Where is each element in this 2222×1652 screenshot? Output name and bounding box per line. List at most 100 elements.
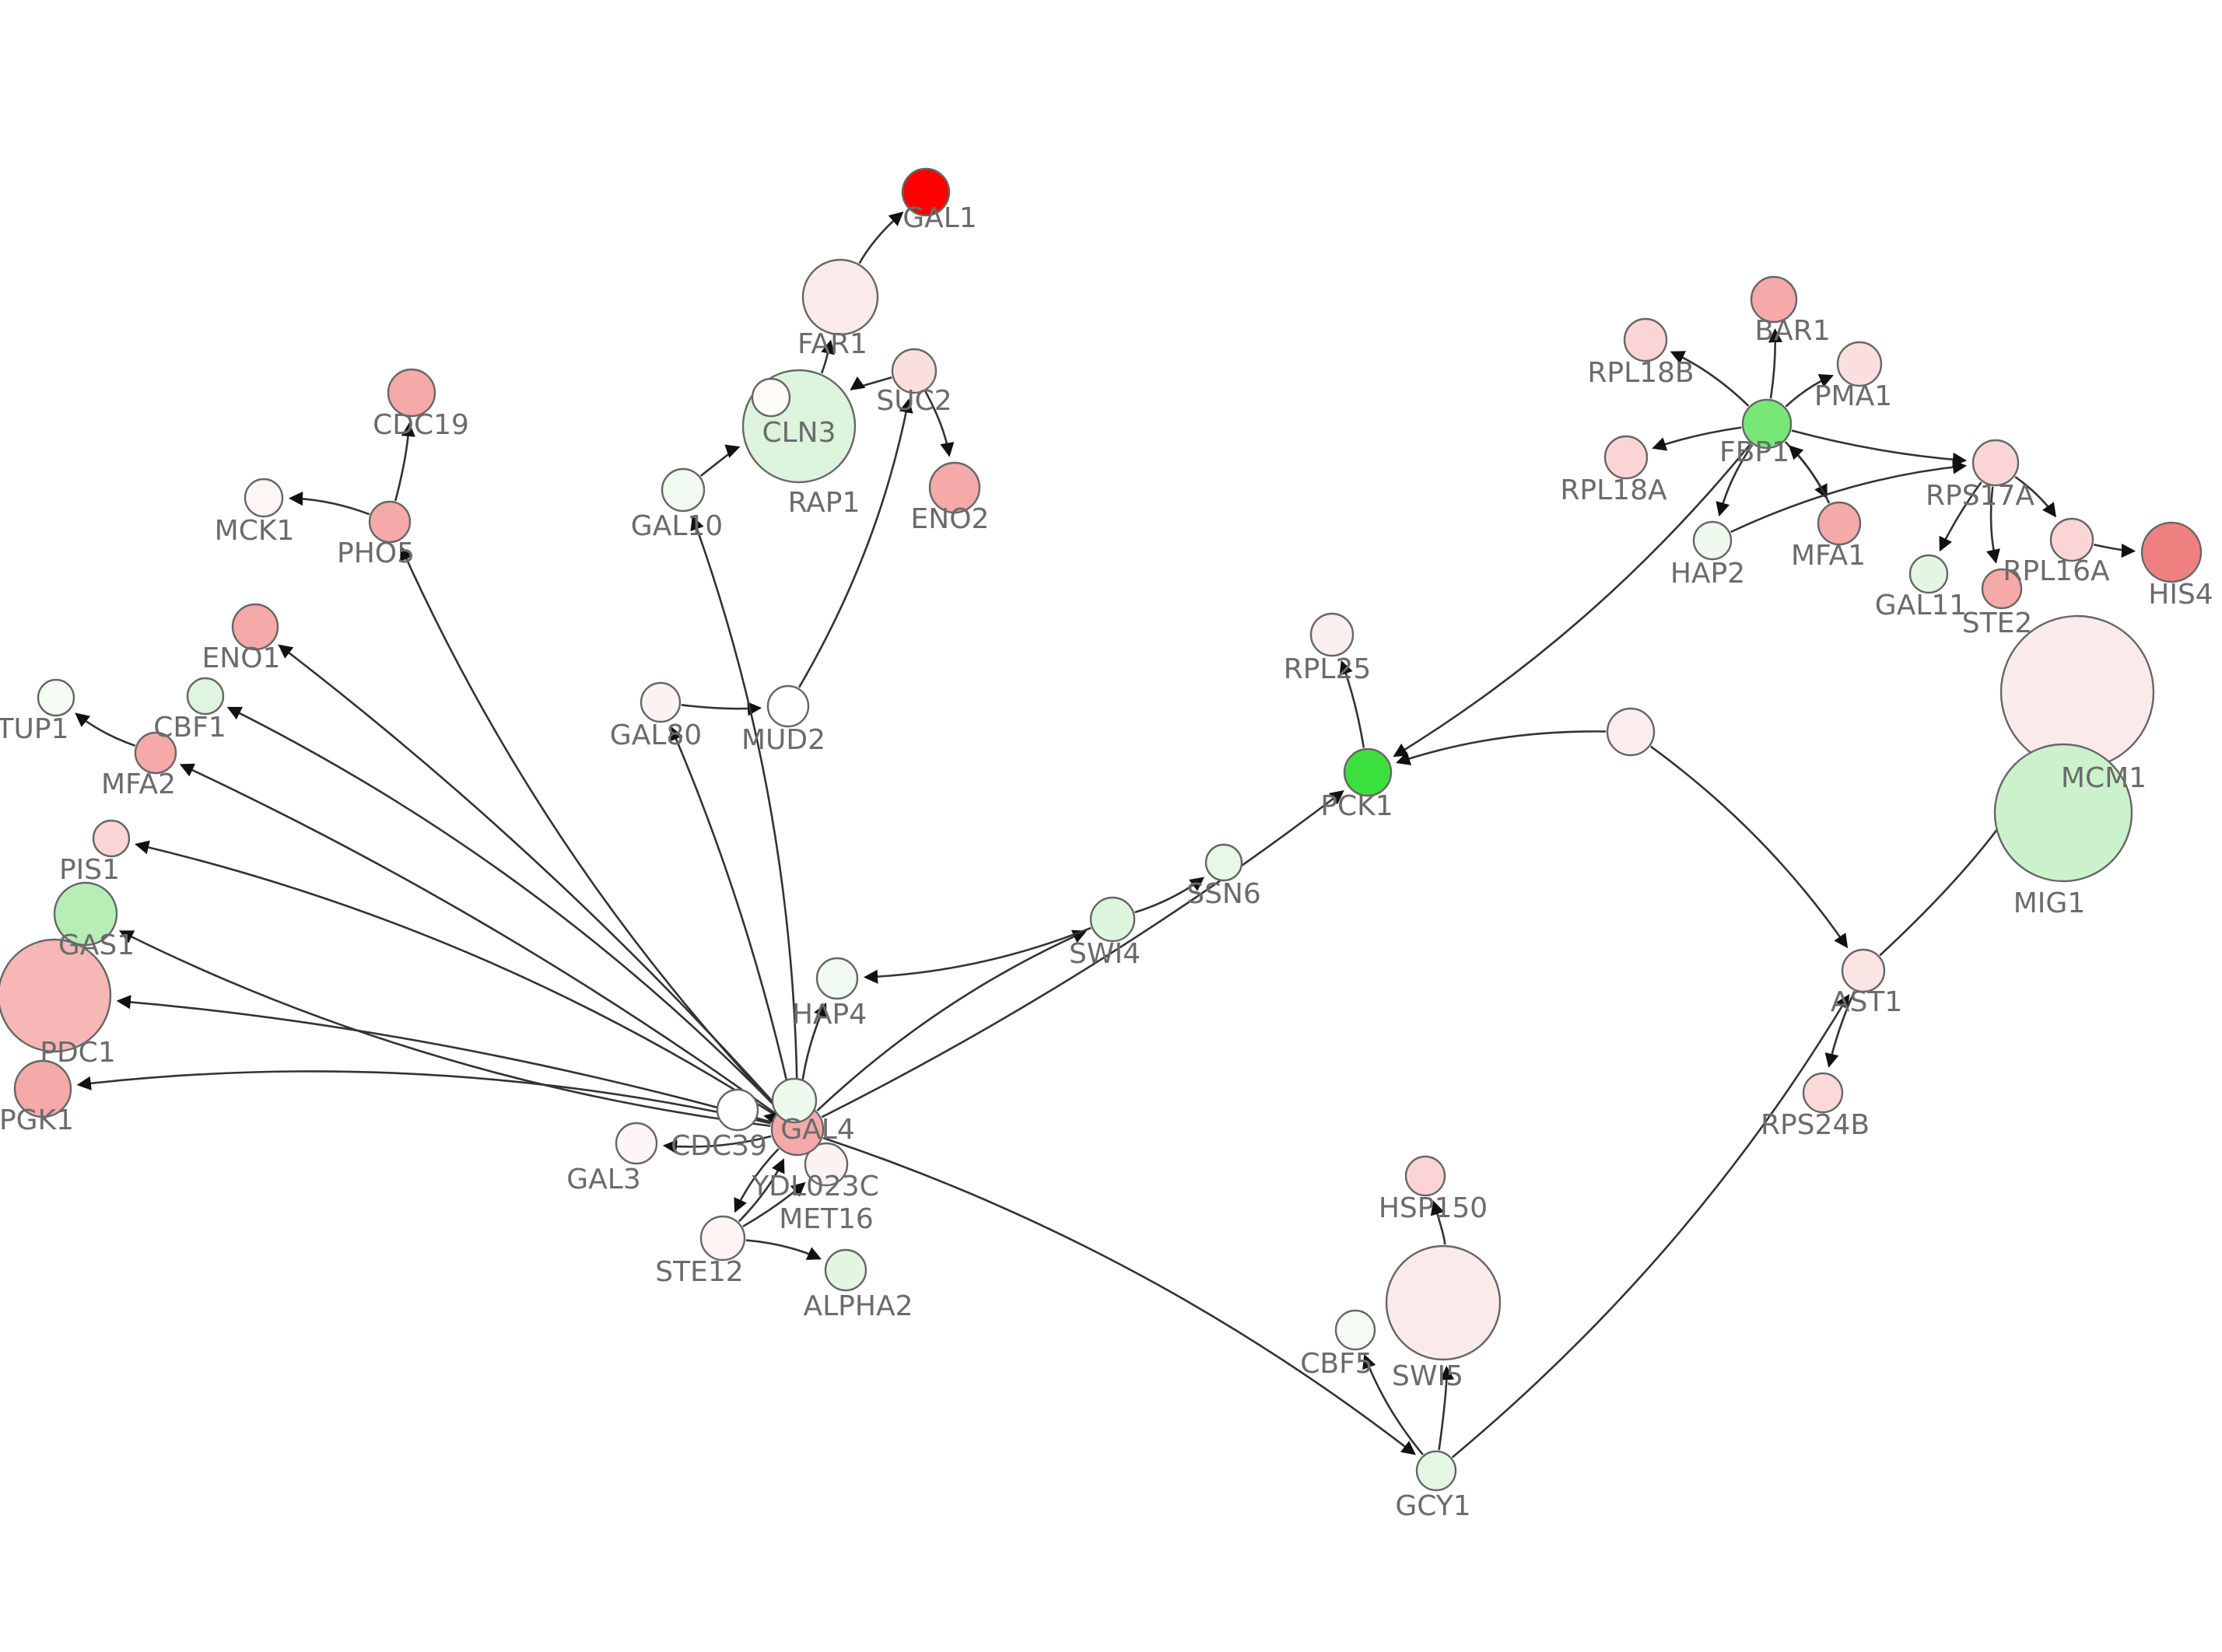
node-pdc1[interactable]: [0, 938, 112, 1053]
node-label-hsp150: HSP150: [1379, 1192, 1488, 1224]
node-cdc19[interactable]: [387, 368, 436, 418]
edge-fbp1-to-rpl18a: [1652, 426, 1742, 451]
node-pis1[interactable]: [92, 819, 131, 858]
edge-gal4-to-pho5: [400, 545, 780, 1111]
node-mck1[interactable]: [244, 478, 284, 518]
edge-hap2-to-rps17a: [1730, 460, 1968, 534]
node-eno2[interactable]: [928, 461, 981, 514]
node-rps24b[interactable]: [1802, 1072, 1844, 1114]
node-label-gal10: GAL10: [631, 510, 723, 542]
edge-rps17a-to-rpl16a: [2014, 476, 2056, 518]
node-gal80[interactable]: [640, 681, 682, 723]
edge-node_rpl25_src-to-pck1: [1396, 730, 1607, 765]
node-label-rpl18b: RPL18B: [1587, 357, 1694, 389]
node-gal1[interactable]: [901, 167, 951, 217]
node-label-cbf1: CBF1: [153, 712, 226, 744]
node-label-met16: MET16: [779, 1203, 874, 1235]
node-rpl16a[interactable]: [2049, 517, 2094, 562]
node-label-pdc1: PDC1: [40, 1037, 115, 1069]
node-mfa2[interactable]: [134, 731, 177, 775]
node-pgk1[interactable]: [13, 1059, 72, 1118]
node-ydl023c[interactable]: [804, 1142, 849, 1187]
node-cbf1[interactable]: [186, 677, 225, 716]
node-label-gal80: GAL80: [610, 719, 702, 751]
node-rpl18b[interactable]: [1623, 317, 1668, 362]
node-swi5[interactable]: [1385, 1244, 1502, 1361]
node-label-fbp1: FBP1: [1719, 436, 1789, 468]
edge-gal4-to-pgk1: [76, 1070, 772, 1125]
node-gal11[interactable]: [1908, 554, 1949, 594]
edge-pho5-to-cdc19: [394, 422, 415, 502]
node-rpl25[interactable]: [1309, 612, 1355, 657]
node-label-gas1: GAS1: [58, 929, 135, 961]
node-label-gcy1: GCY1: [1395, 1490, 1470, 1522]
edge-gal10-to-cln3: [699, 444, 741, 477]
node-label-pgk1: PGK1: [0, 1104, 74, 1136]
edge-ste12-to-alpha2: [745, 1239, 822, 1260]
edge-layer: [75, 211, 2136, 1458]
node-label-gal3: GAL3: [566, 1164, 640, 1195]
node-label-ste2: STE2: [1962, 607, 2033, 639]
node-pma1[interactable]: [1836, 341, 1883, 387]
node-swi4[interactable]: [1089, 896, 1136, 943]
edge-swi4-to-ssn6: [1134, 877, 1205, 914]
node-eno1[interactable]: [231, 603, 279, 651]
node-label-eno2: ENO2: [911, 503, 990, 535]
node-tup1[interactable]: [37, 678, 75, 717]
edge-suc2-to-eno2: [924, 390, 955, 457]
node-rpl18a[interactable]: [1603, 435, 1649, 480]
node-label-rps17a: RPS17A: [1926, 480, 2034, 512]
node-pho5[interactable]: [368, 500, 412, 544]
node-gal10[interactable]: [661, 467, 706, 513]
node-hap2[interactable]: [1692, 520, 1733, 561]
node-label-pis1: PIS1: [59, 854, 120, 886]
node-label-ydl023c: YDL023C: [751, 1171, 879, 1202]
node-gas1[interactable]: [53, 881, 118, 947]
node-mud2[interactable]: [766, 684, 810, 728]
node-label-pck1: PCK1: [1320, 790, 1393, 822]
node-label-mfa1: MFA1: [1791, 540, 1866, 572]
node-cbf5[interactable]: [1334, 1309, 1376, 1351]
node-label-layer: GAL1 FAR1 SUC2 ENO2 CLN3 RAP1 GAL10 GAL80 MUD2 CD…: [0, 202, 2213, 1522]
node-bar1[interactable]: [1750, 275, 1798, 324]
node-node_rpl25_src[interactable]: [1606, 707, 1656, 757]
edge-gal4-to-cbf1: [226, 706, 780, 1111]
node-ssn6[interactable]: [1204, 843, 1243, 882]
node-label-rpl18a: RPL18A: [1560, 474, 1667, 506]
edge-gal4-to-pis1: [135, 840, 776, 1116]
node-far1[interactable]: [801, 258, 879, 336]
edge-ste12-to-gal4: [738, 1158, 785, 1223]
edge-ast1-to-rps24b: [1824, 991, 1856, 1068]
node-ast1[interactable]: [1841, 948, 1886, 993]
node-label-mig1: MIG1: [2013, 887, 2085, 919]
node-gal3[interactable]: [615, 1122, 658, 1165]
node-hsp150[interactable]: [1404, 1155, 1446, 1197]
edge-gal4-to-gal10: [690, 515, 798, 1103]
node-label-swi5: SWI5: [1392, 1360, 1463, 1392]
node-green_hub[interactable]: [771, 1077, 818, 1124]
edge-fbp1-to-mfa1: [1784, 441, 1828, 499]
node-mfa1[interactable]: [1817, 501, 1862, 546]
node-label-rpl16a: RPL16A: [2003, 555, 2110, 587]
edge-fbp1-to-bar1: [1768, 327, 1783, 399]
node-label-cbf5: CBF5: [1300, 1348, 1372, 1380]
node-rps17a[interactable]: [1971, 439, 2020, 487]
node-cdc39[interactable]: [716, 1088, 759, 1132]
node-ste2[interactable]: [1981, 568, 2023, 610]
node-cln3_inner[interactable]: [751, 377, 791, 418]
node-hap4[interactable]: [815, 957, 859, 1000]
edge-gal4-to-pck1: [821, 790, 1344, 1118]
node-suc2[interactable]: [891, 348, 938, 394]
node-pck1[interactable]: [1343, 747, 1393, 797]
node-label-eno1: ENO1: [202, 642, 281, 674]
node-fbp1[interactable]: [1741, 398, 1793, 450]
edge-rps17a-to-ste2: [1986, 486, 2000, 564]
node-alpha2[interactable]: [824, 1248, 867, 1292]
node-mig1[interactable]: [1993, 743, 2133, 883]
node-gcy1[interactable]: [1415, 1450, 1457, 1492]
node-ste12[interactable]: [699, 1215, 746, 1262]
node-label-far1: FAR1: [797, 328, 867, 360]
node-his4[interactable]: [2140, 521, 2203, 583]
